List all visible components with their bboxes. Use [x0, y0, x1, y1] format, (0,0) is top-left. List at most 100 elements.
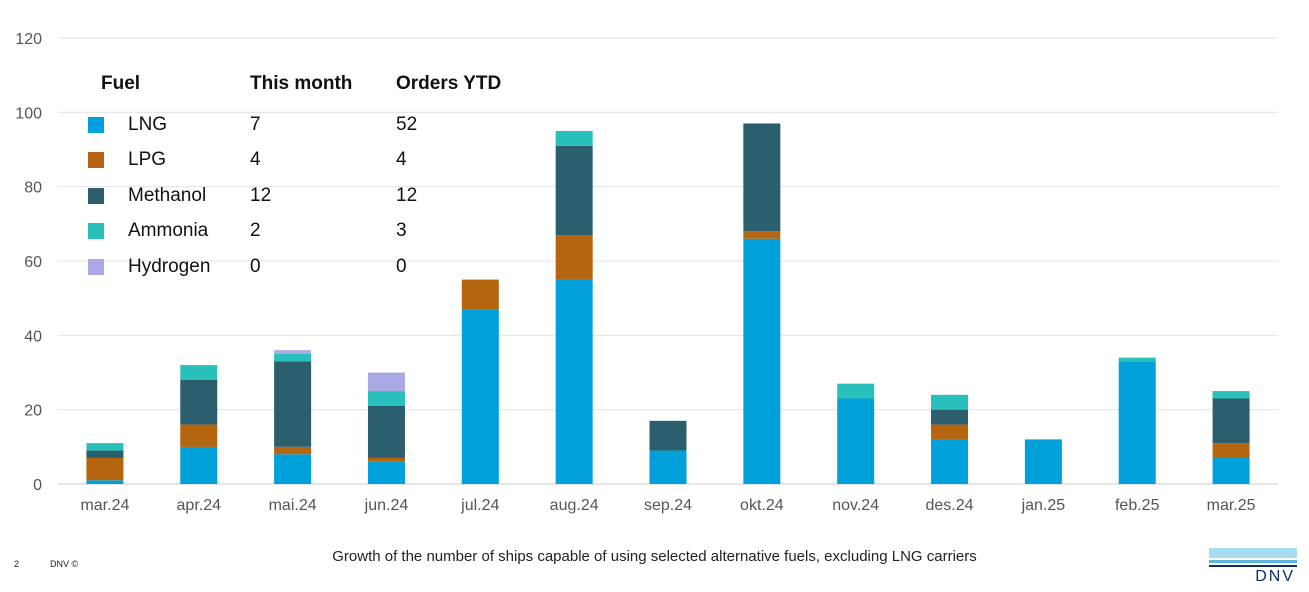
- bar-segment-ammonia: [1212, 391, 1250, 399]
- bar-segment-methanol: [1212, 398, 1250, 444]
- bar-segment-lpg: [180, 424, 218, 447]
- bar-segment-lng: [274, 454, 312, 484]
- bar-segment-ammonia: [837, 383, 875, 399]
- logo-text: DNV: [1255, 568, 1295, 585]
- legend-swatch: [88, 258, 104, 275]
- y-tick-label: 100: [15, 105, 42, 122]
- x-tick-label: jun.24: [364, 497, 409, 514]
- copyright-text: DNV ©: [50, 559, 79, 569]
- dnv-logo: DNV: [1209, 548, 1297, 586]
- legend-orders-ytd: 0: [396, 255, 407, 277]
- y-axis-tick-labels: 0 20 40 60 80 100 120: [15, 31, 42, 494]
- bar-segment-ammonia: [367, 391, 405, 406]
- legend-fuel-name: Hydrogen: [128, 255, 211, 277]
- y-tick-label: 80: [24, 180, 42, 197]
- legend-row-lpg: LPG 4 4: [88, 143, 501, 179]
- logo-band-light: [1209, 548, 1297, 558]
- bar-segment-ammonia: [555, 130, 593, 146]
- bar-segment-ammonia: [86, 443, 124, 451]
- legend-this-month: 0: [250, 255, 261, 277]
- bar-segment-lng: [367, 461, 405, 484]
- x-tick-label: jan.25: [1021, 497, 1066, 514]
- bar-segment-ammonia: [1118, 357, 1156, 362]
- bar-segment-lng: [555, 279, 593, 484]
- legend-this-month: 12: [250, 184, 272, 206]
- bar-segment-ammonia: [931, 394, 969, 410]
- x-tick-label: okt.24: [740, 497, 784, 514]
- bar-segment-hydrogen: [367, 372, 405, 392]
- legend-row-lng: LNG 7 52: [88, 107, 501, 143]
- legend-swatch-cell: [88, 214, 128, 250]
- legend-swatch: [88, 223, 104, 240]
- legend-row-ammonia: Ammonia 2 3: [88, 214, 501, 250]
- y-tick-label: 40: [24, 328, 42, 345]
- bar-segment-methanol: [274, 361, 312, 447]
- x-tick-label: feb.25: [1115, 497, 1160, 514]
- legend-this-month: 2: [250, 220, 261, 242]
- legend-swatch-cell: [88, 178, 128, 214]
- legend-swatch: [88, 187, 104, 204]
- legend-row-hydrogen: Hydrogen 0 0: [88, 249, 501, 285]
- legend-header-this-month: This month: [250, 73, 353, 94]
- x-tick-label: mai.24: [269, 497, 317, 514]
- bar-segment-hydrogen: [274, 350, 312, 354]
- legend-header-orders-ytd: Orders YTD: [396, 73, 502, 94]
- legend-this-month: 7: [250, 113, 261, 135]
- y-tick-label: 60: [24, 254, 42, 271]
- bar-segment-ammonia: [180, 365, 218, 380]
- legend-orders-ytd: 4: [396, 149, 407, 171]
- x-axis-tick-labels: mar.24 apr.24 mai.24 jun.24 jul.24 aug.24 sep.…: [80, 497, 1255, 514]
- bar-segment-lng: [743, 238, 781, 484]
- bar-segment-lng: [837, 398, 875, 484]
- logo-band-dark: [1209, 565, 1297, 567]
- y-tick-label: 20: [24, 403, 42, 420]
- x-tick-label: mar.24: [80, 497, 129, 514]
- bar-segment-methanol: [180, 379, 218, 425]
- legend-row-methanol: Methanol 12 12: [88, 178, 501, 214]
- bar-segment-methanol: [555, 145, 593, 235]
- bar-segment-lpg: [367, 457, 405, 462]
- bar-segment-lng: [86, 480, 124, 484]
- bar-segment-lng: [461, 309, 499, 484]
- bar-segment-lpg: [1212, 443, 1250, 458]
- bar-segment-methanol: [931, 409, 969, 425]
- bar-segment-lng: [1118, 361, 1156, 484]
- legend-swatch-cell: [88, 143, 128, 179]
- bars: [86, 123, 1250, 484]
- x-tick-label: nov.24: [832, 497, 879, 514]
- bar-segment-methanol: [86, 450, 124, 458]
- bar-segment-lng: [1212, 457, 1250, 484]
- bar-segment-ammonia: [274, 353, 312, 362]
- bar-segment-lng: [1024, 439, 1062, 484]
- bar-segment-lng: [931, 439, 969, 484]
- bar-segment-lpg: [931, 424, 969, 440]
- legend-header-fuel: Fuel: [101, 73, 141, 94]
- gridlines: [58, 37, 1278, 485]
- x-tick-label: jul.24: [460, 497, 499, 514]
- legend-fuel-name: LNG: [128, 113, 168, 135]
- legend-orders-ytd: 12: [396, 184, 418, 206]
- x-tick-label: sep.24: [644, 497, 692, 514]
- legend-orders-ytd: 3: [396, 220, 407, 242]
- x-tick-label: des.24: [926, 497, 974, 514]
- legend-this-month: 4: [250, 149, 261, 171]
- x-tick-label: apr.24: [177, 497, 222, 514]
- bar-segment-lpg: [555, 234, 593, 280]
- legend-fuel-name: LPG: [128, 149, 167, 171]
- legend-swatch-cell: [88, 249, 128, 285]
- bar-segment-methanol: [743, 123, 781, 232]
- bar-segment-lpg: [461, 279, 499, 310]
- bar-segment-lng: [180, 446, 218, 484]
- y-tick-label: 120: [15, 31, 42, 48]
- chart-caption: Growth of the number of ships capable of…: [332, 548, 977, 565]
- legend-fuel-name: Methanol: [128, 184, 207, 206]
- x-tick-label: mar.25: [1207, 497, 1256, 514]
- bar-segment-lpg: [743, 231, 781, 239]
- x-tick-label: aug.24: [550, 497, 599, 514]
- bar-segment-methanol: [649, 420, 687, 451]
- page-number: 2: [14, 559, 20, 569]
- legend-swatch-cell: [88, 107, 128, 143]
- bar-segment-lpg: [86, 457, 124, 481]
- bar-segment-lng: [649, 450, 687, 484]
- logo-band-mid: [1209, 560, 1297, 563]
